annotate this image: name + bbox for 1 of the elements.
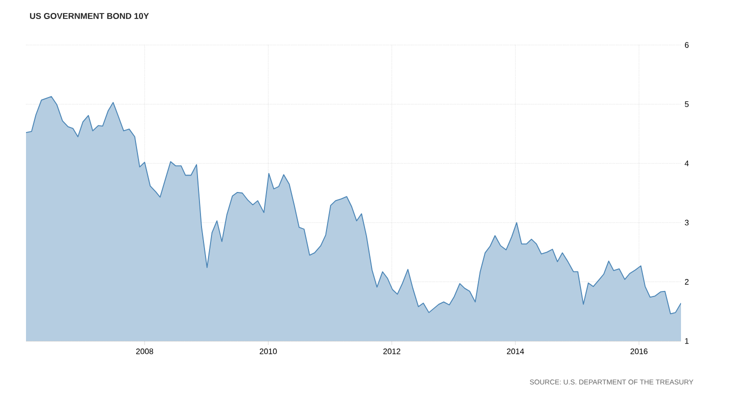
chart-title: US GOVERNMENT BOND 10Y (30, 13, 149, 19)
